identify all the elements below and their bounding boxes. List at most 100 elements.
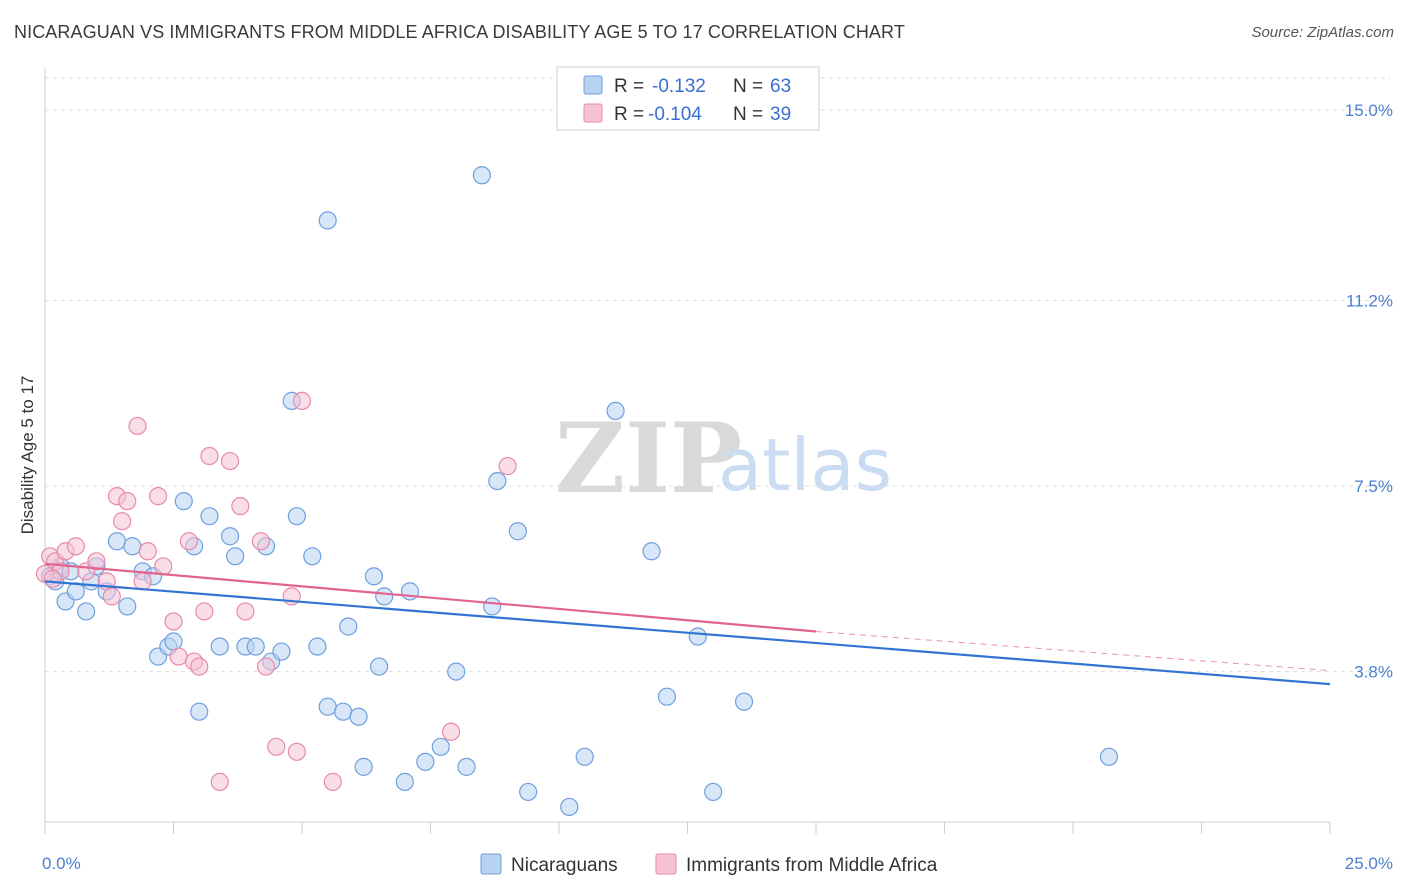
middle-africa-point-30 xyxy=(267,737,286,756)
middle-africa-point-11 xyxy=(118,492,137,511)
series-legend-nicaraguans: Nicaraguans xyxy=(511,855,618,876)
nicaraguans-point-51 xyxy=(488,471,507,491)
nicaraguans-point-23 xyxy=(220,527,240,546)
middle-africa-point-36 xyxy=(498,456,517,476)
nicaraguans-trend-line xyxy=(44,580,1331,686)
nicaraguans-point-60 xyxy=(704,782,723,802)
middle-africa-trend-extension xyxy=(815,630,1331,672)
middle-africa-point-21 xyxy=(190,657,209,676)
nicaraguans-point-26 xyxy=(246,637,265,656)
middle-africa-point-19 xyxy=(179,532,199,551)
middle-africa-trend-line xyxy=(44,562,817,633)
y-tick-label-2: 11.2% xyxy=(1346,292,1393,311)
legend-r-label-1: R = xyxy=(614,104,644,125)
middle-africa-point-22 xyxy=(195,602,214,621)
middle-africa-point-32 xyxy=(287,742,306,761)
nicaraguans-point-42 xyxy=(375,587,394,606)
nicaraguans-point-5 xyxy=(66,582,85,601)
nicaraguans-point-38 xyxy=(349,707,368,726)
nicaraguans-point-6 xyxy=(77,602,96,621)
trend-lines xyxy=(44,562,1331,686)
nicaraguans-point-55 xyxy=(575,747,594,766)
y-tick-label-1: 7.5% xyxy=(1354,477,1393,496)
nicaraguans-point-37 xyxy=(339,617,358,636)
x-tick-label-0: 0.0% xyxy=(42,854,81,873)
middle-africa-point-26 xyxy=(231,497,250,516)
middle-africa-point-4 xyxy=(66,537,85,556)
nicaraguans-point-46 xyxy=(431,737,450,756)
y-tick-label-3: 15.0% xyxy=(1345,101,1393,120)
axes xyxy=(44,68,1331,834)
nicaraguans-point-49 xyxy=(472,166,491,185)
x-tick-label-1: 25.0% xyxy=(1345,854,1393,873)
legend-r-label-0: R = xyxy=(614,76,644,97)
legend-swatch-blue xyxy=(583,75,603,95)
nicaraguans-point-10 xyxy=(107,532,127,551)
nicaraguans-point-31 xyxy=(287,507,306,526)
middle-africa-point-16 xyxy=(154,557,173,576)
watermark-zip: ZIP xyxy=(555,402,742,515)
middle-africa-point-14 xyxy=(138,542,157,561)
y-axis-label: Disability Age 5 to 17 xyxy=(18,376,37,535)
middle-africa-points xyxy=(35,391,517,791)
legend-n-label-0: N = xyxy=(733,76,763,97)
nicaraguans-point-61 xyxy=(734,692,754,711)
middle-africa-point-12 xyxy=(128,416,147,436)
nicaraguans-point-24 xyxy=(226,547,245,566)
series-legend-middle-africa: Immigrants from Middle Africa xyxy=(686,855,938,876)
nicaraguans-point-52 xyxy=(508,522,527,541)
legend-n-value-0: 63 xyxy=(770,76,791,97)
nicaraguans-point-21 xyxy=(200,507,219,526)
nicaraguans-point-35 xyxy=(318,211,337,230)
nicaraguans-point-59 xyxy=(688,627,707,646)
middle-africa-point-38 xyxy=(43,569,62,588)
nicaraguans-point-34 xyxy=(318,697,337,716)
nicaraguans-point-45 xyxy=(416,752,435,771)
legend-swatch-pink xyxy=(583,103,603,123)
middle-africa-point-17 xyxy=(164,612,183,631)
middle-africa-point-8 xyxy=(102,587,121,606)
middle-africa-point-24 xyxy=(210,772,229,791)
nicaraguans-point-20 xyxy=(190,702,209,721)
legend-n-label-1: N = xyxy=(733,104,763,125)
watermark-atlas: atlas xyxy=(718,423,892,507)
nicaraguans-point-57 xyxy=(642,542,661,561)
middle-africa-point-29 xyxy=(256,657,276,676)
legend-r-value-0: -0.132 xyxy=(652,76,706,97)
nicaraguans-point-58 xyxy=(657,687,677,706)
nicaraguans-point-48 xyxy=(457,757,476,776)
nicaraguans-point-43 xyxy=(395,772,414,791)
middle-africa-point-25 xyxy=(220,451,240,471)
y-tick-label-0: 3.8% xyxy=(1354,663,1393,682)
nicaraguans-point-54 xyxy=(560,797,579,817)
nicaraguans-point-36 xyxy=(334,702,353,721)
nicaraguans-point-29 xyxy=(272,642,291,661)
nicaraguans-point-53 xyxy=(519,782,538,802)
nicaraguans-point-41 xyxy=(370,657,389,676)
stats-legend: R = -0.132 N = 63 R = -0.104 N = 39 xyxy=(556,66,820,131)
middle-africa-point-10 xyxy=(112,512,132,531)
middle-africa-point-18 xyxy=(169,647,188,666)
nicaraguans-point-39 xyxy=(354,757,373,776)
nicaraguans-point-11 xyxy=(118,597,137,616)
middle-africa-point-6 xyxy=(87,552,106,571)
middle-africa-point-28 xyxy=(251,532,270,551)
legend-r-value-1: -0.104 xyxy=(648,104,702,125)
nicaraguans-point-17 xyxy=(164,632,183,651)
nicaraguans-point-40 xyxy=(364,567,384,586)
middle-africa-point-13 xyxy=(133,572,152,591)
y-tick-labels: 3.8% 7.5% 11.2% 15.0% xyxy=(1345,101,1393,681)
nicaraguans-point-18 xyxy=(174,492,193,511)
middle-africa-point-33 xyxy=(292,391,312,410)
middle-africa-point-27 xyxy=(236,602,255,621)
middle-africa-point-34 xyxy=(323,772,342,791)
watermark: ZIP atlas xyxy=(555,402,892,515)
nicaraguans-point-47 xyxy=(447,662,466,681)
middle-africa-point-23 xyxy=(200,446,219,466)
legend-n-value-1: 39 xyxy=(770,104,791,125)
x-tick-labels: 0.0% 25.0% xyxy=(42,854,1393,873)
nicaraguans-point-12 xyxy=(123,537,142,556)
nicaraguans-point-56 xyxy=(606,401,625,421)
nicaraguans-point-33 xyxy=(308,637,327,656)
